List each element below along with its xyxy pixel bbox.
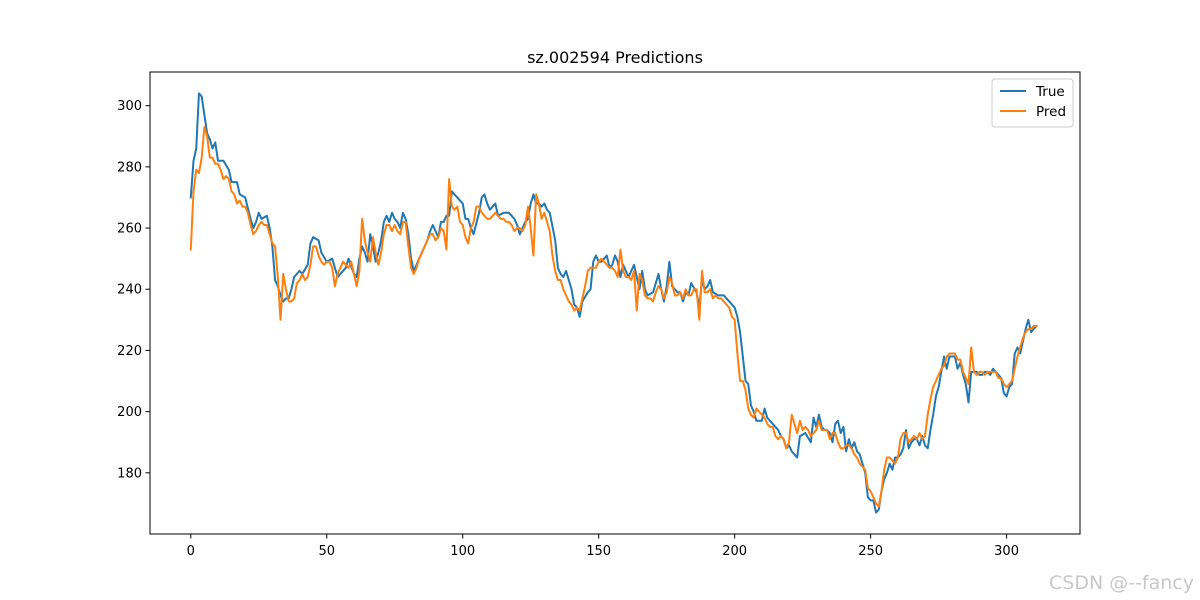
x-tick-label: 250 [858,544,883,559]
x-tick-label: 50 [318,544,335,559]
y-tick-label: 220 [117,344,142,359]
y-tick-label: 200 [117,405,142,420]
legend-label-true: True [1035,84,1065,100]
y-axis: 180 200 220 240 260 280 300 [117,99,150,481]
x-axis: 0 50 100 150 200 250 300 [187,534,1019,559]
x-tick-label: 200 [722,544,747,559]
plot-frame [149,71,1081,535]
series-line-pred [189,126,1038,508]
x-tick-label: 0 [187,544,195,559]
y-tick-label: 240 [117,283,142,298]
x-tick-label: 150 [586,544,611,559]
watermark: CSDN @--fancy [1049,572,1194,594]
legend-label-pred: Pred [1036,104,1066,120]
x-tick-label: 300 [994,544,1019,559]
legend: True Pred [991,78,1074,128]
chart-title: sz.002594 Predictions [527,48,703,67]
y-tick-label: 280 [117,160,142,175]
y-tick-label: 300 [117,99,142,114]
x-tick-label: 100 [450,544,475,559]
y-tick-label: 260 [117,222,142,237]
plot-lines [189,92,1038,514]
y-tick-label: 180 [117,466,142,481]
